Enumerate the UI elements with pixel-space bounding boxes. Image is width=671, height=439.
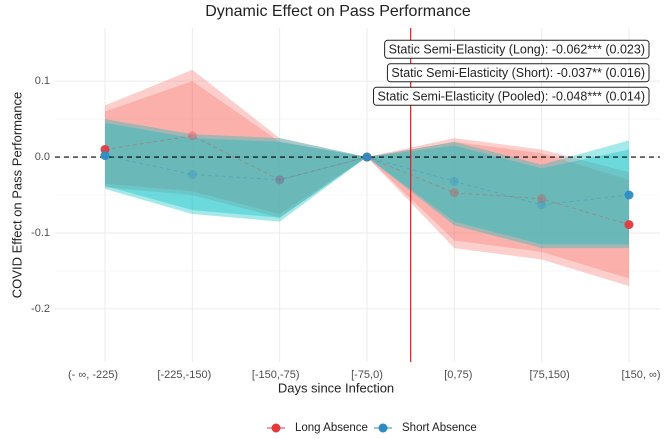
confidence-band bbox=[105, 122, 629, 245]
confidence-band bbox=[105, 69, 629, 287]
x-tick-label: [-150,-75) bbox=[252, 369, 300, 381]
annotation: Static Semi-Elasticity (Pooled): -0.048*… bbox=[378, 89, 645, 103]
y-tick-label: -0.2 bbox=[31, 303, 50, 315]
data-point bbox=[449, 188, 459, 198]
x-tick-label: (- ∞, -225) bbox=[68, 369, 118, 381]
legend-label: Short Absence bbox=[402, 422, 477, 434]
data-point bbox=[624, 220, 634, 230]
data-point bbox=[449, 176, 459, 186]
legend-marker bbox=[271, 423, 281, 433]
x-axis-label: Days since Infection bbox=[278, 380, 394, 395]
data-point bbox=[187, 131, 197, 141]
y-tick-label: -0.1 bbox=[31, 227, 50, 239]
data-point bbox=[537, 194, 547, 204]
data-point bbox=[275, 175, 285, 185]
x-tick-label: [-225,-150) bbox=[157, 369, 211, 381]
annotation-box bbox=[386, 63, 650, 83]
y-tick-label: 0.1 bbox=[35, 75, 50, 87]
x-tick-label: [75,150) bbox=[529, 369, 569, 381]
data-point bbox=[100, 151, 110, 161]
data-point bbox=[187, 170, 197, 180]
data-point bbox=[537, 200, 547, 210]
chart-title: Dynamic Effect on Pass Performance bbox=[205, 3, 471, 20]
annotation: Static Semi-Elasticity (Long): -0.062***… bbox=[389, 42, 645, 56]
data-point bbox=[275, 175, 285, 185]
data-point bbox=[624, 190, 634, 200]
data-point bbox=[362, 152, 372, 162]
annotation-box bbox=[384, 39, 650, 59]
confidence-band bbox=[105, 81, 629, 279]
y-tick-label: 0.0 bbox=[35, 151, 50, 163]
x-tick-label: [-75,0) bbox=[351, 369, 383, 381]
legend-marker bbox=[378, 423, 388, 433]
annotation-box bbox=[373, 86, 650, 106]
confidence-band bbox=[105, 119, 629, 249]
x-tick-label: [0,75) bbox=[444, 369, 472, 381]
x-tick-label: [150, ∞) bbox=[621, 369, 660, 381]
annotation: Static Semi-Elasticity (Short): -0.037**… bbox=[391, 66, 645, 80]
legend-label: Long Absence bbox=[295, 422, 368, 434]
y-axis-label: COVID Effect on Pass Performance bbox=[9, 92, 24, 298]
